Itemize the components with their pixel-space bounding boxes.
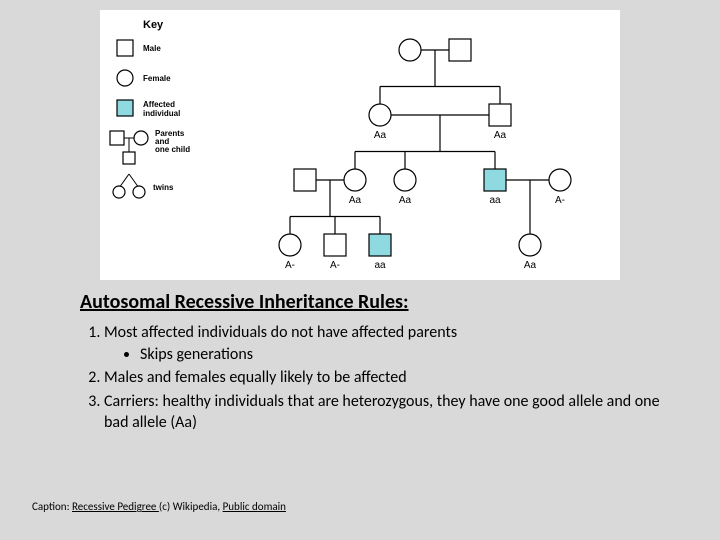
svg-text:twins: twins bbox=[153, 183, 174, 192]
svg-text:Aa: Aa bbox=[494, 130, 507, 141]
rule-1-text: Most affected individuals do not have af… bbox=[104, 323, 457, 342]
svg-text:Male: Male bbox=[143, 44, 161, 53]
rules-heading: Autosomal Recessive Inheritance Rules: bbox=[80, 290, 680, 314]
caption-link-license[interactable]: Public domain bbox=[223, 500, 286, 513]
pedigree-diagram-panel: KeyMaleFemaleAffectedindividualParentsan… bbox=[100, 10, 620, 280]
svg-text:A-: A- bbox=[330, 260, 340, 271]
rules-text-block: Autosomal Recessive Inheritance Rules: M… bbox=[80, 290, 680, 436]
rules-list: Most affected individuals do not have af… bbox=[80, 322, 680, 434]
rule-1: Most affected individuals do not have af… bbox=[104, 322, 680, 365]
svg-text:aa: aa bbox=[489, 195, 501, 206]
caption: Caption: Recessive Pedigree (c) Wikipedi… bbox=[32, 500, 286, 513]
rule-1-sub: Skips generations bbox=[140, 344, 680, 366]
svg-text:A-: A- bbox=[285, 260, 295, 271]
rule-2: Males and females equally likely to be a… bbox=[104, 367, 680, 389]
svg-text:aa: aa bbox=[374, 260, 386, 271]
svg-text:Aa: Aa bbox=[524, 260, 537, 271]
svg-text:Aa: Aa bbox=[399, 195, 412, 206]
svg-text:A-: A- bbox=[555, 195, 565, 206]
svg-text:Key: Key bbox=[143, 19, 164, 31]
svg-text:individual: individual bbox=[143, 109, 180, 118]
svg-text:Aa: Aa bbox=[374, 130, 387, 141]
svg-text:Affected: Affected bbox=[143, 100, 175, 109]
caption-link-pedigree[interactable]: Recessive Pedigree bbox=[72, 500, 159, 513]
pedigree-svg: KeyMaleFemaleAffectedindividualParentsan… bbox=[100, 10, 620, 280]
svg-text:one child: one child bbox=[155, 145, 190, 154]
svg-text:Female: Female bbox=[143, 74, 171, 83]
caption-prefix: Caption: bbox=[32, 500, 72, 513]
caption-mid: (c) Wikipedia, bbox=[159, 500, 223, 513]
rule-3: Carriers: healthy individuals that are h… bbox=[104, 391, 680, 434]
svg-text:Aa: Aa bbox=[349, 195, 362, 206]
